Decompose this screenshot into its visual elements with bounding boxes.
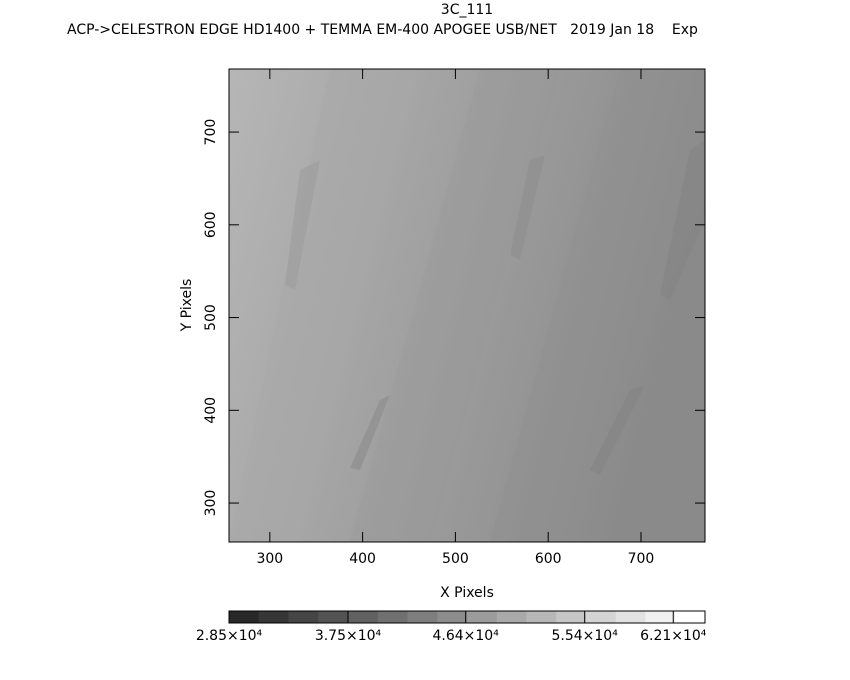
chart-title: 3C_111 xyxy=(441,2,493,18)
colorbar-cell xyxy=(288,611,319,623)
y-axis-label: Y Pixels xyxy=(179,279,195,333)
colorbar-cell xyxy=(526,611,557,623)
colorbar-tick-label: 6.21×10⁴ xyxy=(640,628,707,644)
image-streak xyxy=(590,385,645,475)
image-streak xyxy=(660,140,705,300)
image-band xyxy=(229,69,420,542)
x-tick-label: 400 xyxy=(349,551,376,567)
x-tick-label: 300 xyxy=(256,551,283,567)
image-band xyxy=(350,69,560,542)
colorbar-cell xyxy=(615,611,646,623)
colorbar-cell xyxy=(258,611,289,623)
colorbar-cell xyxy=(407,611,438,623)
colorbar-cell xyxy=(229,611,260,623)
colorbar-tick-label: 2.85×10⁴ xyxy=(196,628,263,644)
colorbar-tick-label: 4.64×10⁴ xyxy=(433,628,500,644)
colorbar-cell xyxy=(556,611,587,623)
y-tick-label: 500 xyxy=(203,304,219,331)
colorbar-tick-label: 3.75×10⁴ xyxy=(315,628,382,644)
colorbar-cell xyxy=(467,611,498,623)
x-axis-label: X Pixels xyxy=(440,585,494,601)
colorbar-tick-label: 5.54×10⁴ xyxy=(552,628,619,644)
colorbar xyxy=(229,611,706,623)
image-band xyxy=(490,69,705,542)
colorbar-cell xyxy=(645,611,676,623)
chart-subtitle: ACP->CELESTRON EDGE HD1400 + TEMMA EM-40… xyxy=(67,22,698,38)
plot-frame xyxy=(228,68,706,543)
image-streak xyxy=(510,155,545,260)
image xyxy=(229,69,705,542)
y-tick-label: 600 xyxy=(203,211,219,238)
x-tick-label: 600 xyxy=(535,551,562,567)
y-tick-label: 300 xyxy=(203,490,219,517)
colorbar-cell xyxy=(348,611,379,623)
colorbar-cell xyxy=(318,611,349,623)
colorbar-cell xyxy=(586,611,617,623)
y-tick-label: 700 xyxy=(203,119,219,146)
colorbar-cell xyxy=(377,611,408,623)
colorbar-cell xyxy=(675,611,706,623)
x-tick-label: 700 xyxy=(628,551,655,567)
image-streak xyxy=(350,395,390,470)
colorbar-cell xyxy=(496,611,527,623)
y-tick-label: 400 xyxy=(203,397,219,424)
x-tick-label: 500 xyxy=(442,551,469,567)
image-streak xyxy=(285,160,320,290)
colorbar-cell xyxy=(437,611,468,623)
